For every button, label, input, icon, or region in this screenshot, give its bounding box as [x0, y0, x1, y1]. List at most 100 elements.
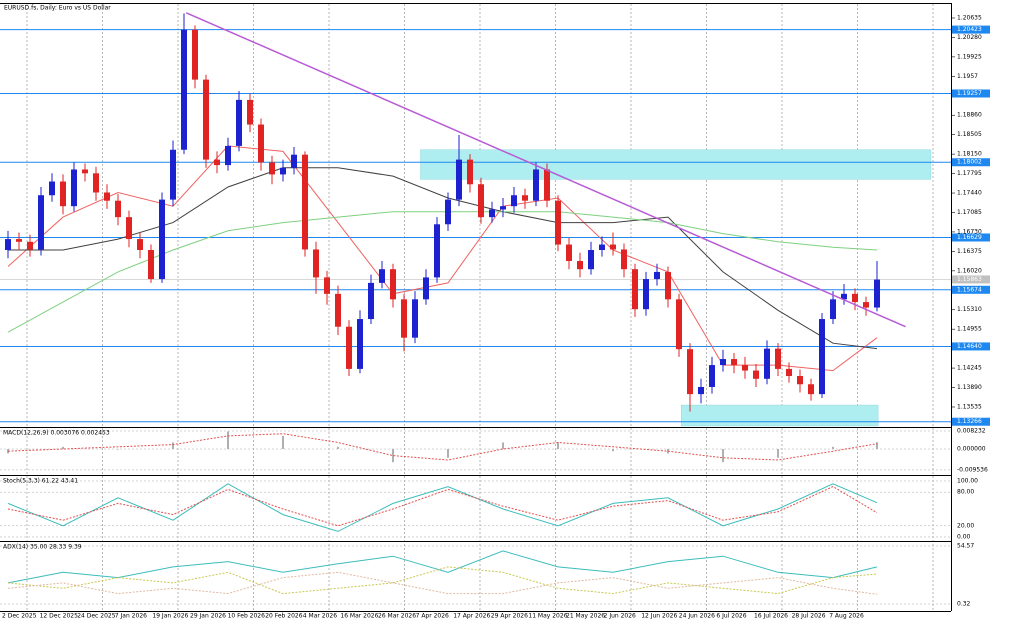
- candle-body: [742, 365, 748, 371]
- candle-body: [335, 293, 341, 327]
- y-tick-label: 1.19925: [957, 53, 982, 60]
- histogram-bar: [282, 435, 284, 450]
- candle-body: [258, 124, 264, 163]
- candle-body: [423, 277, 429, 300]
- candle-body: [731, 359, 737, 366]
- level-label-box: [952, 285, 990, 294]
- candle-body: [599, 244, 605, 251]
- candle-body: [126, 217, 132, 240]
- indicator-tick-label: 20.00: [957, 522, 974, 529]
- moving-average: [7, 145, 878, 372]
- candle-body: [214, 159, 220, 166]
- y-tick-label: 1.18860: [957, 112, 982, 119]
- candle-body: [346, 326, 352, 369]
- candle-body: [621, 249, 627, 270]
- candle-body: [852, 293, 858, 303]
- candle-body: [643, 279, 649, 310]
- candle-body: [632, 269, 638, 310]
- indicator-label: MACD(12,26,9) 0.003076 0.002453: [3, 430, 110, 437]
- x-tick-label: 17 Apr 2026: [453, 613, 490, 620]
- y-tick-label: 1.15310: [957, 306, 982, 313]
- candle-body: [819, 319, 825, 395]
- candle-body: [38, 195, 44, 250]
- candle-body: [588, 250, 594, 270]
- x-tick-label: 2 Dec 2025: [2, 613, 37, 620]
- candle-body: [313, 249, 319, 278]
- candle-body: [192, 29, 198, 80]
- level-label: 1.16629: [957, 234, 982, 241]
- level-label-box: [952, 233, 990, 242]
- level-label: 1.13266: [957, 418, 982, 425]
- candle-body: [203, 79, 209, 160]
- histogram-bar: [227, 431, 229, 450]
- candle-body: [368, 282, 374, 320]
- histogram-bar: [117, 449, 119, 450]
- candle-body: [753, 370, 759, 379]
- candle-body: [676, 299, 682, 350]
- candle-body: [522, 195, 528, 201]
- trendline: [185, 12, 906, 328]
- x-tick-label: 24 Jun 2026: [679, 613, 715, 620]
- x-tick-label: 7 Jan 2026: [115, 613, 147, 620]
- candle-body: [5, 239, 11, 251]
- candle-body: [170, 149, 176, 200]
- histogram-bar: [832, 446, 834, 450]
- indicator-line: [7, 571, 878, 595]
- x-tick-label: 19 Jan 2026: [152, 613, 188, 620]
- indicator-tick-label: 0.32: [957, 600, 971, 607]
- candle-body: [467, 159, 473, 185]
- candle-body: [841, 293, 847, 300]
- candle-body: [555, 200, 561, 245]
- histogram-bar: [447, 449, 449, 458]
- indicator-line: [7, 433, 878, 461]
- y-tick-label: 1.20635: [957, 14, 982, 21]
- candle-body: [82, 169, 88, 174]
- zone: [420, 149, 932, 180]
- candle-body: [775, 348, 781, 369]
- candle-body: [456, 159, 462, 200]
- level-label: 1.20423: [957, 26, 982, 33]
- candle-body: [357, 319, 363, 369]
- histogram-bar: [557, 442, 559, 450]
- candle-body: [236, 99, 242, 146]
- candle-body: [16, 239, 22, 242]
- current-price-box: [952, 275, 990, 284]
- candle-body: [181, 29, 187, 150]
- indicator-line: [7, 483, 878, 532]
- indicator-tick-label: 0.008232: [957, 427, 986, 434]
- candle-body: [434, 224, 440, 278]
- candle-body: [830, 299, 836, 320]
- candle-body: [478, 184, 484, 218]
- candle-body: [874, 279, 880, 308]
- candle-body: [60, 181, 66, 207]
- indicator-label: Stoch(5,3,3) 61.22 43.41: [3, 478, 78, 485]
- candle-body: [566, 244, 572, 261]
- x-tick-label: 11 May 2026: [528, 613, 567, 620]
- candle-body: [269, 162, 275, 175]
- candle-body: [27, 241, 33, 250]
- histogram-bar: [62, 446, 64, 450]
- y-tick-label: 1.14245: [957, 365, 982, 372]
- histogram-bar: [392, 449, 394, 463]
- candle-body: [401, 299, 407, 338]
- x-tick-label: 12 Dec 2025: [40, 613, 79, 620]
- candle-body: [500, 206, 506, 210]
- x-tick-label: 21 May 2026: [566, 613, 605, 620]
- candle-body: [412, 299, 418, 338]
- candle-body: [291, 154, 297, 168]
- level-label-box: [952, 342, 990, 351]
- level-label: 1.18002: [957, 159, 982, 166]
- candle-body: [104, 192, 110, 201]
- histogram-bar: [876, 442, 878, 450]
- candle-body: [720, 359, 726, 366]
- indicator-tick-label: -0.009536: [957, 466, 988, 473]
- candle-body: [379, 269, 385, 283]
- x-tick-label: 16 Mar 2026: [340, 613, 378, 620]
- histogram-bar: [722, 449, 724, 463]
- indicator-line: [7, 486, 878, 527]
- histogram-bar: [777, 449, 779, 458]
- candle-body: [390, 269, 396, 300]
- y-tick-label: 1.18505: [957, 131, 982, 138]
- level-label: 1.15674: [957, 286, 982, 293]
